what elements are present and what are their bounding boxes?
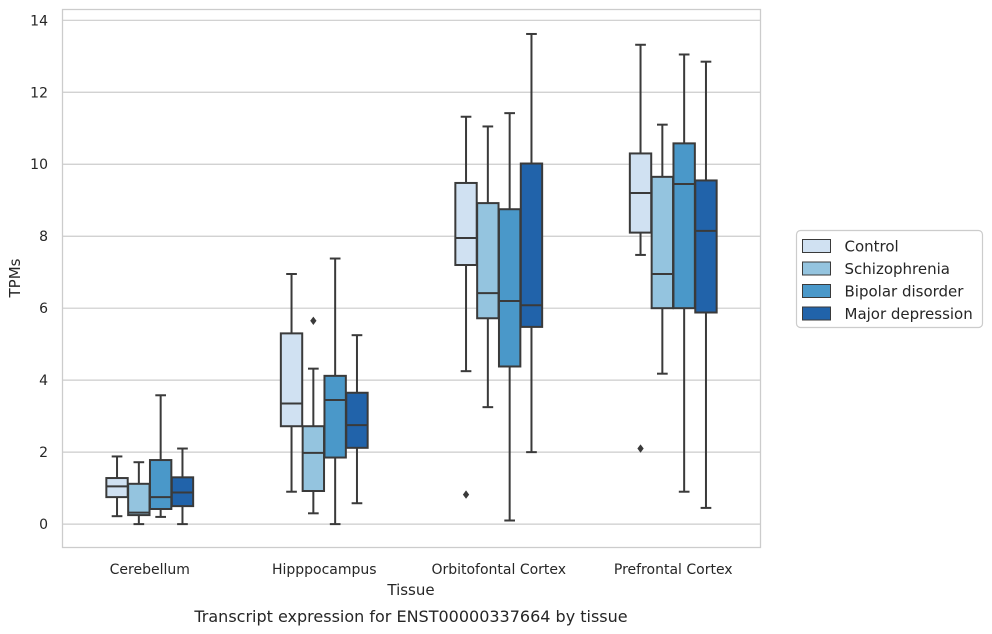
box-bipolar-disorder [148,394,173,518]
box-control [105,455,129,518]
box-iqr [127,482,151,517]
x-axis-label: Tissue [386,581,434,599]
box-major-depression [519,32,544,454]
box-bipolar-disorder [323,257,347,526]
legend-frame [795,229,984,329]
box-major-depression [170,447,195,526]
chart-caption: Transcript expression for ENST0000033766… [193,607,627,626]
legend-swatch [802,284,831,298]
box-schizophrenia [476,125,500,409]
y-tick-label: 2 [39,445,48,461]
outlier-point [310,316,317,325]
x-tick-label: Orbitofontal Cortex [431,562,566,578]
y-tick-label: 6 [39,301,48,317]
legend: Control Schizophrenia Bipolar disorder Majo… [795,229,984,329]
x-tick-label: Cerebellum [110,562,190,578]
box-bipolar-disorder [672,53,696,493]
legend-item: Bipolar disorder [802,283,965,301]
legend-swatch [802,239,831,253]
box-schizophrenia [301,316,326,515]
legend-label: Major depression [845,305,973,323]
box-iqr [105,477,129,499]
box-iqr [650,175,675,310]
box-control [279,273,304,493]
box-iqr [148,459,173,510]
box-iqr [345,391,369,449]
box-iqr [476,202,500,320]
y-tick-label: 10 [30,157,48,173]
box-iqr [454,181,478,267]
y-tick-label: 0 [39,517,48,533]
legend-swatch [802,261,831,276]
box-control [628,43,653,453]
y-axis-label: TPMs [6,258,24,298]
outlier-point [462,490,470,499]
legend-swatch [802,306,831,321]
y-tick-label: 12 [30,85,48,101]
box-iqr [279,332,304,428]
boxes [105,32,718,526]
y-tick-labels: 0 2 4 6 8 10 12 14 [30,13,48,533]
box-schizophrenia [650,123,675,375]
box-control [454,115,478,499]
box-schizophrenia [127,461,151,526]
legend-label: Control [845,238,899,256]
legend-label: Schizophrenia [845,260,950,278]
legend-item: Control [802,238,899,256]
box-bipolar-disorder [497,112,522,522]
legend-label: Bipolar disorder [845,283,965,301]
box-iqr [301,425,326,493]
legend-item: Schizophrenia [802,260,950,278]
box-iqr [497,208,522,368]
outlier-point [637,444,644,453]
gridlines [62,19,761,525]
box-iqr [519,162,544,328]
box-major-depression [345,334,369,505]
box-iqr [323,374,347,459]
box-iqr [694,179,718,314]
box-iqr [672,142,696,310]
y-tick-label: 4 [39,373,48,389]
legend-item: Major depression [802,305,973,323]
x-tick-label: Hipppocampus [272,562,377,578]
x-tick-label: Prefrontal Cortex [614,562,733,578]
x-tick-labels: Cerebellum Hipppocampus Orbitofontal Corte… [110,562,733,578]
y-tick-label: 14 [30,13,48,29]
plot-frame [61,8,762,549]
y-tick-label: 8 [39,229,48,245]
box-major-depression [694,60,718,509]
